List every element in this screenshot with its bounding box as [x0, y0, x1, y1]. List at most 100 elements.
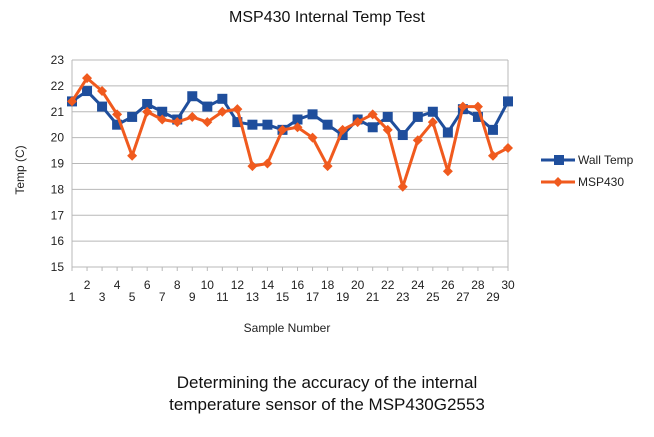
y-axis-title: Temp (C): [13, 145, 27, 194]
point-msp430-29: [487, 150, 498, 161]
caption-line-2: temperature sensor of the MSP430G2553: [169, 395, 485, 414]
x-tick-label-17: 17: [306, 290, 320, 304]
point-wall-temp-18: [322, 119, 333, 130]
point-msp430-21: [367, 109, 378, 120]
point-wall-temp-28: [472, 111, 483, 122]
x-axis-title: Sample Number: [244, 321, 331, 335]
point-msp430-6: [142, 106, 153, 117]
x-tick-label-29: 29: [486, 290, 500, 304]
caption-line-1: Determining the accuracy of the internal: [176, 373, 478, 392]
point-wall-temp-14: [262, 119, 273, 130]
point-wall-temp-10: [202, 101, 213, 112]
x-tick-label-28: 28: [471, 278, 485, 292]
y-tick-label-21: 21: [51, 105, 65, 119]
point-wall-temp-5: [127, 111, 138, 122]
point-msp430-4: [112, 109, 123, 120]
point-wall-temp-21: [367, 122, 378, 133]
point-msp430-27: [457, 101, 468, 112]
point-msp430-8: [172, 117, 183, 128]
point-msp430-22: [382, 124, 393, 135]
x-tick-label-26: 26: [441, 278, 455, 292]
legend-marker-wall-temp: [554, 155, 564, 165]
y-tick-label-17: 17: [51, 208, 65, 222]
point-wall-temp-22: [382, 111, 393, 122]
x-tick-label-5: 5: [129, 290, 136, 304]
point-wall-temp-16: [292, 114, 303, 125]
point-msp430-19: [337, 124, 348, 135]
legend: Wall Temp MSP430: [541, 153, 634, 189]
x-tick-label-21: 21: [366, 290, 380, 304]
x-tick-label-4: 4: [114, 278, 121, 292]
point-msp430-13: [247, 161, 258, 172]
x-tick-label-9: 9: [189, 290, 196, 304]
point-msp430-23: [397, 181, 408, 192]
point-wall-temp-26: [442, 127, 453, 138]
y-tick-labels: 15 16 17 18 19 20 21 22 23: [51, 53, 65, 274]
axes: [71, 60, 509, 271]
point-msp430-17: [307, 132, 318, 143]
x-tick-label-12: 12: [231, 278, 245, 292]
point-wall-temp-25: [427, 106, 438, 117]
point-msp430-2: [82, 73, 93, 84]
x-tick-label-1: 1: [69, 290, 76, 304]
point-wall-temp-17: [307, 109, 318, 120]
x-tick-label-23: 23: [396, 290, 410, 304]
point-wall-temp-24: [412, 111, 423, 122]
point-msp430-20: [352, 117, 363, 128]
x-tick-label-11: 11: [216, 290, 229, 304]
point-wall-temp-30: [503, 96, 513, 107]
x-tick-label-14: 14: [261, 278, 275, 292]
y-tick-label-19: 19: [51, 157, 65, 171]
temperature-line-chart: MSP430 Internal Temp Test 15161718192021…: [13, 9, 634, 335]
x-tick-label-27: 27: [456, 290, 470, 304]
point-wall-temp-7: [157, 106, 168, 117]
point-wall-temp-4: [112, 119, 123, 130]
x-tick-label-24: 24: [411, 278, 425, 292]
point-msp430-26: [442, 166, 453, 177]
point-wall-temp-3: [97, 101, 108, 112]
y-tick-label-18: 18: [51, 182, 65, 196]
x-tick-label-15: 15: [276, 290, 290, 304]
point-msp430-24: [412, 135, 423, 146]
point-msp430-25: [427, 117, 438, 128]
point-msp430-1: [67, 96, 77, 107]
legend-label-wall-temp: Wall Temp: [578, 153, 634, 167]
point-wall-temp-9: [187, 91, 198, 102]
legend-marker-msp430: [553, 177, 563, 187]
x-tick-label-3: 3: [99, 290, 106, 304]
point-msp430-14: [262, 158, 273, 169]
point-wall-temp-23: [397, 130, 408, 141]
point-msp430-30: [503, 142, 513, 153]
point-msp430-9: [187, 111, 198, 122]
point-msp430-12: [232, 104, 243, 115]
y-tick-label-23: 23: [51, 53, 65, 67]
y-tick-label-22: 22: [51, 79, 65, 93]
y-tick-label-20: 20: [51, 131, 65, 145]
x-tick-labels: 1234567891011121314151617181920212223242…: [69, 278, 515, 304]
point-wall-temp-19: [337, 130, 348, 141]
x-tick-label-6: 6: [144, 278, 151, 292]
x-tick-label-2: 2: [84, 278, 91, 292]
point-msp430-16: [292, 122, 303, 133]
grid-lines: [72, 59, 508, 268]
legend-label-msp430: MSP430: [578, 175, 624, 189]
point-msp430-10: [202, 117, 213, 128]
point-msp430-3: [97, 86, 108, 97]
caption: Determining the accuracy of the internal…: [0, 372, 654, 416]
chart-title: MSP430 Internal Temp Test: [229, 9, 426, 26]
point-msp430-11: [217, 106, 228, 117]
point-msp430-15: [277, 124, 288, 135]
point-msp430-28: [472, 101, 483, 112]
point-msp430-5: [127, 150, 138, 161]
x-tick-label-16: 16: [291, 278, 305, 292]
y-tick-label-16: 16: [51, 234, 65, 248]
point-wall-temp-6: [142, 98, 153, 109]
x-tick-label-22: 22: [381, 278, 395, 292]
point-wall-temp-2: [82, 86, 93, 97]
x-tick-label-13: 13: [246, 290, 260, 304]
x-tick-label-18: 18: [321, 278, 335, 292]
point-msp430-18: [322, 161, 333, 172]
point-wall-temp-13: [247, 119, 258, 130]
x-tick-label-25: 25: [426, 290, 440, 304]
point-wall-temp-12: [232, 117, 243, 128]
